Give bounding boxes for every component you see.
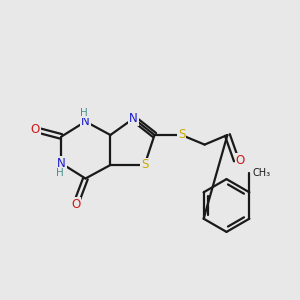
Text: O: O	[71, 198, 80, 211]
Text: O: O	[31, 123, 40, 136]
Text: CH₃: CH₃	[253, 168, 271, 178]
Text: N: N	[129, 112, 138, 125]
Text: N: N	[57, 157, 66, 170]
Text: S: S	[178, 128, 185, 142]
Text: S: S	[141, 158, 148, 172]
Text: N: N	[81, 115, 90, 128]
Text: H: H	[56, 167, 64, 178]
Text: O: O	[236, 154, 244, 167]
Text: H: H	[80, 107, 88, 118]
